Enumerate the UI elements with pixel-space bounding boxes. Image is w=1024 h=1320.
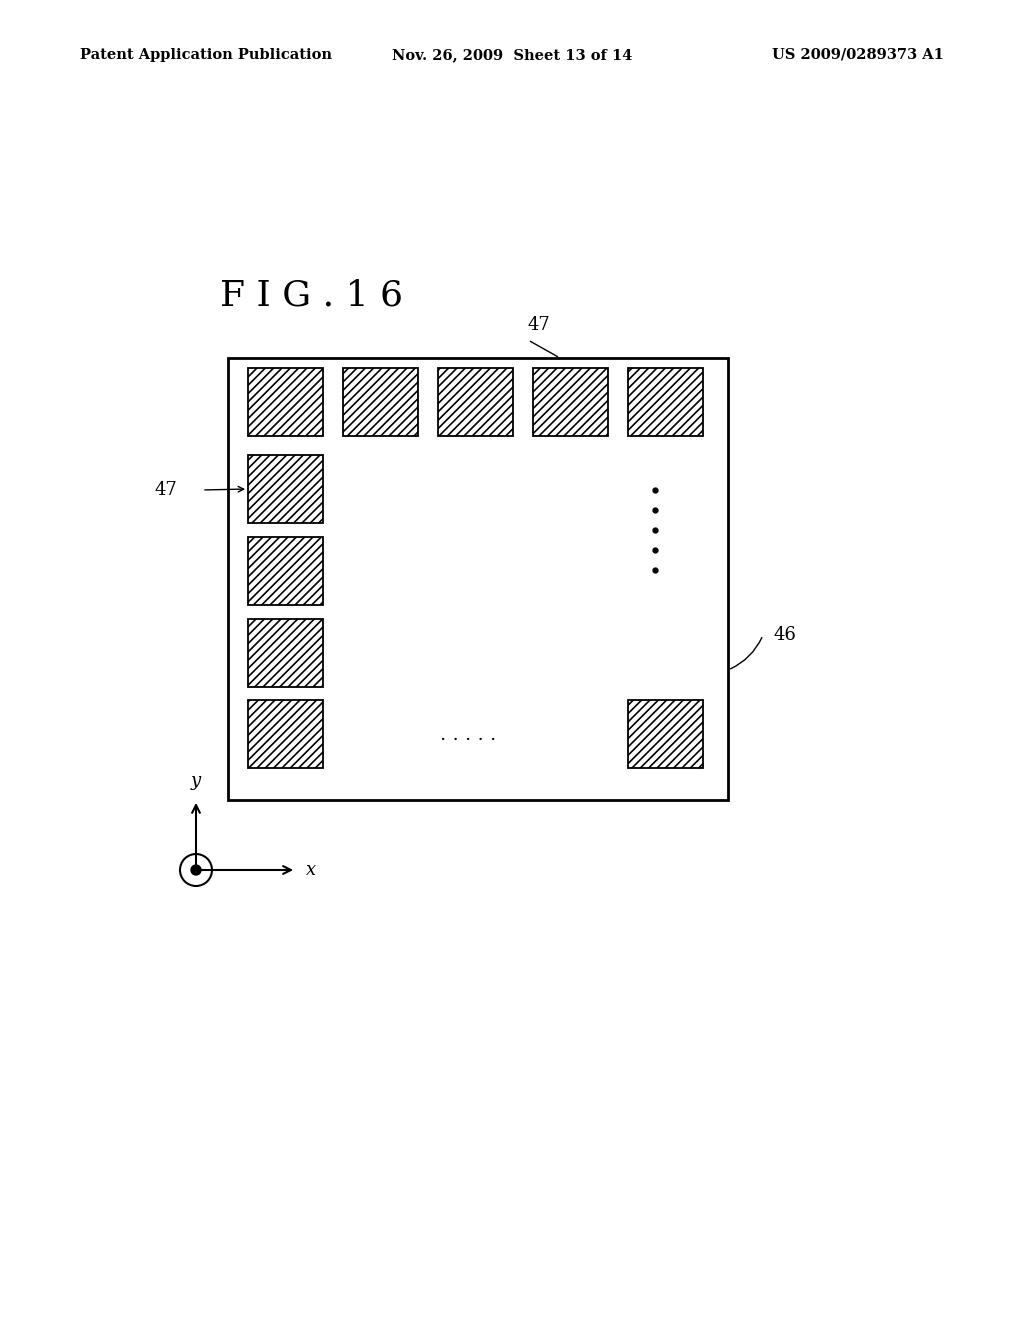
Bar — [248, 537, 323, 605]
Bar — [248, 368, 323, 436]
Bar — [438, 368, 513, 436]
Text: Patent Application Publication: Patent Application Publication — [80, 48, 332, 62]
Bar — [248, 700, 323, 768]
Text: US 2009/0289373 A1: US 2009/0289373 A1 — [772, 48, 944, 62]
Text: y: y — [190, 772, 201, 789]
Bar — [248, 619, 323, 686]
Bar — [248, 455, 323, 523]
Text: F I G . 1 6: F I G . 1 6 — [220, 279, 403, 312]
Bar — [628, 700, 703, 768]
Text: 47: 47 — [528, 315, 551, 334]
Bar — [343, 368, 418, 436]
Text: 47: 47 — [155, 480, 177, 499]
Text: 46: 46 — [773, 626, 796, 644]
Bar — [534, 368, 608, 436]
Bar — [628, 368, 703, 436]
Circle shape — [191, 865, 201, 875]
Bar — [228, 358, 728, 800]
Text: x: x — [306, 861, 316, 879]
Text: Nov. 26, 2009  Sheet 13 of 14: Nov. 26, 2009 Sheet 13 of 14 — [392, 48, 632, 62]
Text: . . . . .: . . . . . — [440, 726, 496, 744]
